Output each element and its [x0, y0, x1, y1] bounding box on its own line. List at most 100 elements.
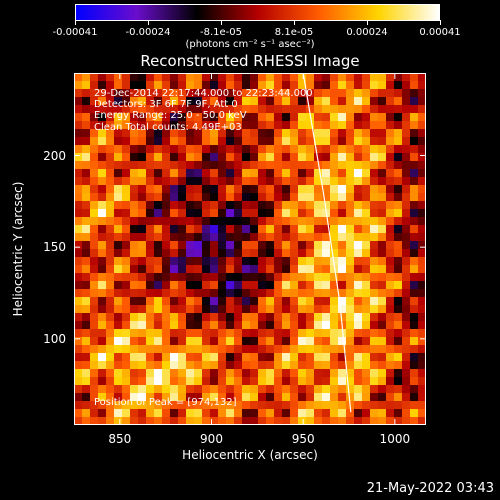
heatmap-cell: [186, 353, 195, 362]
heatmap-cell: [378, 81, 387, 90]
heatmap-cell: [242, 281, 251, 290]
heatmap-cell: [234, 241, 243, 250]
heatmap-cell: [290, 265, 299, 274]
heatmap-cell: [306, 361, 315, 370]
heatmap-cell: [386, 281, 395, 290]
heatmap-cell: [242, 153, 251, 162]
heatmap-cell: [98, 297, 107, 306]
heatmap-cell: [410, 185, 419, 194]
heatmap-cell: [402, 409, 411, 418]
heatmap-cell: [418, 233, 426, 242]
heatmap-cell: [146, 313, 155, 322]
heatmap-cell: [282, 257, 291, 266]
heatmap-cell: [338, 169, 347, 178]
heatmap-cell: [138, 393, 147, 402]
heatmap-cell: [106, 409, 115, 418]
heatmap-cell: [330, 129, 339, 138]
heatmap-cell: [402, 129, 411, 138]
heatmap-cell: [306, 289, 315, 298]
heatmap-cell: [314, 201, 323, 210]
heatmap-cell: [370, 217, 379, 226]
heatmap-cell: [162, 209, 171, 218]
heatmap-cell: [266, 225, 275, 234]
heatmap-cell: [234, 105, 243, 114]
heatmap-cell: [74, 153, 83, 162]
heatmap-cell: [370, 345, 379, 354]
heatmap-cell: [210, 337, 219, 346]
heatmap-cell: [114, 153, 123, 162]
heatmap-cell: [306, 249, 315, 258]
heatmap-cell: [98, 201, 107, 210]
heatmap-cell: [106, 185, 115, 194]
heatmap-cell: [98, 321, 107, 330]
heatmap-cell: [170, 217, 179, 226]
heatmap-cell: [218, 113, 227, 122]
heatmap-cell: [330, 337, 339, 346]
heatmap-cell: [298, 113, 307, 122]
heatmap-cell: [370, 289, 379, 298]
heatmap-cell: [266, 289, 275, 298]
heatmap-cell: [122, 153, 131, 162]
heatmap-cell: [290, 321, 299, 330]
heatmap-cell: [418, 361, 426, 370]
heatmap-cell: [106, 249, 115, 258]
heatmap-cell: [250, 305, 259, 314]
heatmap-cell: [298, 169, 307, 178]
heatmap-cell: [234, 225, 243, 234]
heatmap-cell: [194, 97, 203, 106]
heatmap-cell: [266, 417, 275, 425]
heatmap-cell: [274, 241, 283, 250]
heatmap-cell: [146, 401, 155, 410]
heatmap-cell: [338, 193, 347, 202]
heatmap-cell: [394, 409, 403, 418]
heatmap-cell: [354, 145, 363, 154]
heatmap-cell: [338, 313, 347, 322]
heatmap-cell: [138, 201, 147, 210]
heatmap-cell: [138, 193, 147, 202]
heatmap-cell: [210, 233, 219, 242]
heatmap-cell: [306, 305, 315, 314]
heatmap-cell: [146, 113, 155, 122]
heatmap-cell: [82, 81, 91, 90]
heatmap-cell: [346, 97, 355, 106]
heatmap-cell: [330, 361, 339, 370]
heatmap-cell: [402, 121, 411, 130]
heatmap-cell: [314, 409, 323, 418]
heatmap-cell: [282, 345, 291, 354]
heatmap-cell: [82, 417, 91, 425]
heatmap-cell: [386, 257, 395, 266]
heatmap-cell: [322, 297, 331, 306]
heatmap-cell: [346, 321, 355, 330]
heatmap-cell: [322, 249, 331, 258]
heatmap-cell: [250, 377, 259, 386]
heatmap-cell: [402, 289, 411, 298]
heatmap-cell: [106, 377, 115, 386]
heatmap-cell: [114, 337, 123, 346]
heatmap-cell: [122, 89, 131, 98]
heatmap-cell: [386, 97, 395, 106]
heatmap-cell: [98, 409, 107, 418]
heatmap-cell: [274, 329, 283, 338]
heatmap-cell: [362, 305, 371, 314]
heatmap-cell: [178, 417, 187, 425]
heatmap-cell: [322, 385, 331, 394]
heatmap-cell: [386, 361, 395, 370]
heatmap-cell: [258, 273, 267, 282]
heatmap-cell: [346, 313, 355, 322]
heatmap-cell: [346, 265, 355, 274]
heatmap-cell: [362, 161, 371, 170]
heatmap-cell: [290, 113, 299, 122]
heatmap-cell: [106, 73, 115, 82]
heatmap-cell: [154, 105, 163, 114]
heatmap-cell: [338, 129, 347, 138]
heatmap-cell: [130, 137, 139, 146]
heatmap-cell: [298, 241, 307, 250]
heatmap-cell: [146, 185, 155, 194]
heatmap-cell: [330, 377, 339, 386]
heatmap-cell: [146, 273, 155, 282]
heatmap-cell: [242, 409, 251, 418]
heatmap-cell: [122, 257, 131, 266]
heatmap-cell: [258, 321, 267, 330]
heatmap-cell: [306, 169, 315, 178]
heatmap-cell: [106, 225, 115, 234]
